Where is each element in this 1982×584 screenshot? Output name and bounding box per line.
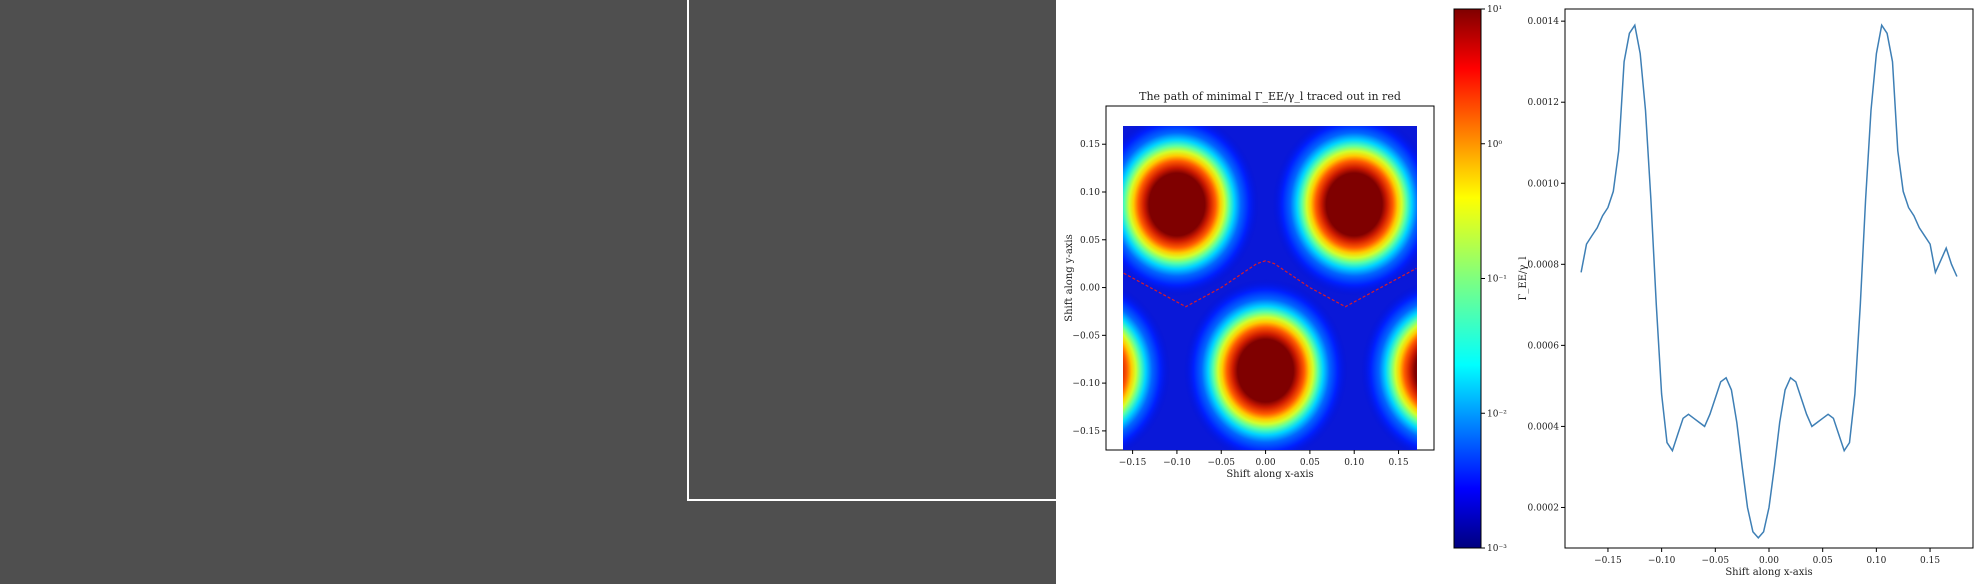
line-x-axis-label: Shift along x-axis (1725, 567, 1812, 578)
line-x-tick-label: −0.05 (1702, 556, 1730, 566)
line-x-tick-label: 0.10 (1866, 556, 1886, 566)
line-y-tick-label: 0.0004 (1528, 422, 1560, 432)
colorbar-tick-label: 10⁻¹ (1487, 275, 1507, 285)
line-y-tick-label: 0.0002 (1528, 503, 1560, 513)
line-series (1580, 23, 1958, 540)
heatmap-x-tick-label: −0.10 (1163, 458, 1191, 468)
colorbar-gradient (1453, 8, 1482, 549)
line-y-tick-label: 0.0006 (1528, 341, 1560, 351)
colorbar-tick-label: 10¹ (1487, 5, 1502, 15)
heatmap-chart: The path of minimal Γ_EE/γ_l traced out … (1064, 90, 1435, 480)
heatmap-title: The path of minimal Γ_EE/γ_l traced out … (1139, 90, 1401, 103)
line-x-tick-label: 0.05 (1813, 556, 1833, 566)
heatmap-y-ticks: 0.15 0.10 0.05 0.00 −0.05 −0.10 −0.15 (1072, 140, 1106, 437)
heatmap-x-tick-label: 0.05 (1300, 458, 1320, 468)
line-x-tick-label: 0.00 (1759, 556, 1779, 566)
heatmap-y-tick-label: −0.10 (1072, 379, 1100, 389)
heatmap-x-axis-label: Shift along x-axis (1226, 469, 1313, 480)
heatmap-y-tick-label: 0.15 (1080, 140, 1100, 150)
heatmap-peak-2 (1272, 126, 1417, 297)
line-chart: −0.15 −0.10 −0.05 0.00 0.05 0.10 0.15 0.00140.… (1518, 8, 1974, 578)
heatmap-x-tick-label: −0.15 (1119, 458, 1147, 468)
heatmap-y-tick-label: 0.10 (1080, 188, 1100, 198)
colorbar-tick-label: 10⁰ (1487, 140, 1502, 150)
line-y-ticks: 0.0014 0.0012 0.0010 0.0008 0.0006 0.0004 0.00… (1528, 17, 1565, 513)
heatmap-image (1123, 126, 1417, 450)
heatmap-x-tick-label: 0.10 (1344, 458, 1364, 468)
colorbar: 10¹ 10⁰ 10⁻¹ 10⁻² 10⁻³ (1453, 5, 1507, 554)
line-x-tick-label: −0.15 (1594, 556, 1622, 566)
heatmap-x-tick-label: 0.15 (1389, 458, 1409, 468)
line-y-tick-label: 0.0008 (1528, 260, 1560, 270)
heatmap-y-tick-label: 0.05 (1080, 236, 1100, 246)
line-axes-frame (1564, 8, 1974, 549)
heatmap-y-tick-label: −0.05 (1072, 331, 1100, 341)
heatmap-peak-5 (1360, 283, 1417, 450)
dark-background-panel (687, 0, 1056, 501)
heatmap-y-axis-label: Shift along y-axis (1064, 234, 1075, 322)
heatmap-peak-1 (1123, 126, 1259, 297)
line-y-tick-label: 0.0014 (1528, 17, 1560, 27)
colorbar-tick-label: 10⁻³ (1487, 544, 1507, 554)
line-y-axis-label: Γ_EE/γ_l (1518, 256, 1529, 300)
heatmap-peak-4 (1123, 287, 1171, 450)
colorbar-ticks: 10¹ 10⁰ 10⁻¹ 10⁻² 10⁻³ (1481, 5, 1507, 554)
heatmap-x-ticks: −0.15 −0.10 −0.05 0.00 0.05 0.10 0.15 (1119, 450, 1409, 468)
line-x-tick-label: 0.15 (1920, 556, 1940, 566)
colorbar-tick-label: 10⁻² (1487, 409, 1507, 419)
line-y-tick-label: 0.0012 (1528, 98, 1560, 108)
line-x-ticks: −0.15 −0.10 −0.05 0.00 0.05 0.10 0.15 (1594, 548, 1940, 566)
heatmap-y-tick-label: 0.00 (1080, 284, 1100, 294)
minimal-path-line (1123, 260, 1417, 308)
line-y-tick-label: 0.0010 (1528, 179, 1560, 189)
heatmap-x-tick-label: 0.00 (1256, 458, 1276, 468)
heatmap-peak-3 (1183, 278, 1348, 450)
heatmap-y-tick-label: −0.15 (1072, 427, 1100, 437)
heatmap-x-tick-label: −0.05 (1207, 458, 1235, 468)
window-outline (687, 0, 1056, 501)
line-x-tick-label: −0.10 (1648, 556, 1676, 566)
